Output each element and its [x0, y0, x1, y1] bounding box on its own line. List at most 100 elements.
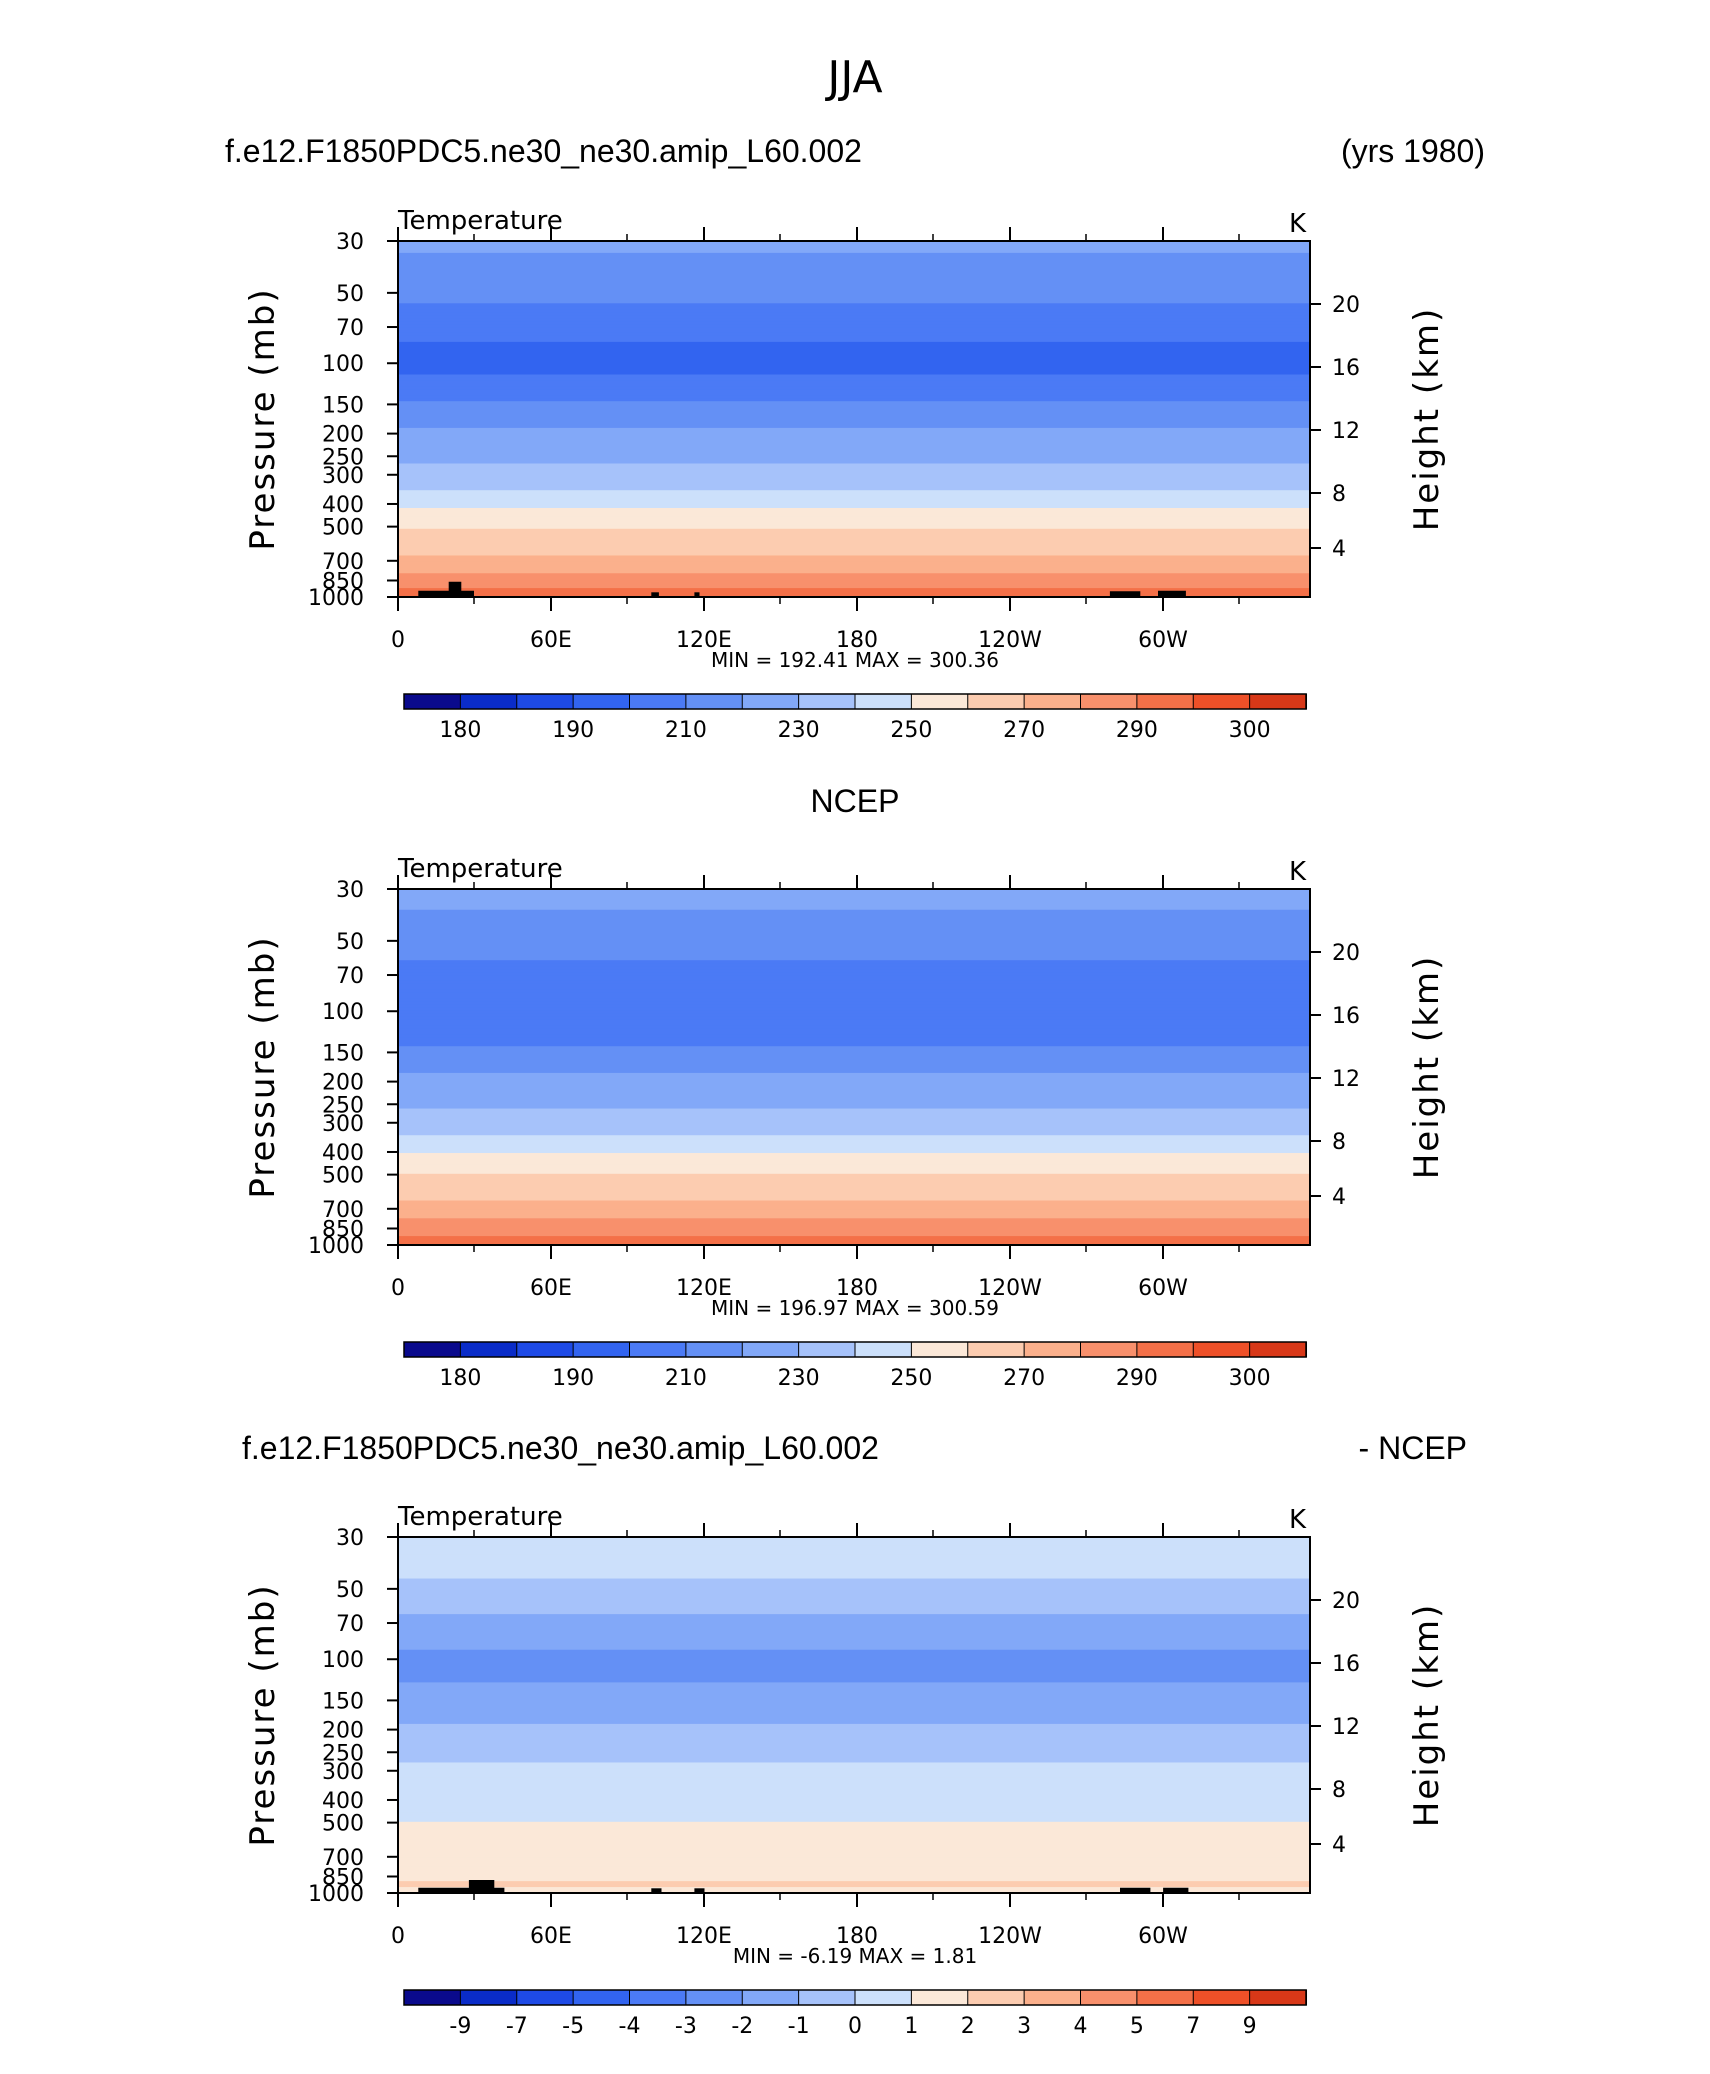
contour-band [398, 980, 1310, 985]
colorbar-swatch [798, 1989, 857, 2006]
contour-band [398, 454, 1310, 459]
y-tick-label: 70 [336, 964, 364, 989]
contour-band [398, 1031, 1310, 1035]
contour-band [398, 1804, 1310, 1808]
contour-band [398, 1679, 1310, 1683]
contour-band [398, 490, 1310, 494]
x-tick-label: 120W [978, 628, 1042, 653]
contour-band [398, 1703, 1310, 1707]
contour-band [398, 1242, 1310, 1246]
contour-band [398, 300, 1310, 304]
contour-band [398, 294, 1310, 298]
contour-band [398, 516, 1310, 521]
contour-band [398, 1732, 1310, 1737]
contour-band [398, 1230, 1310, 1234]
contour-band [398, 463, 1310, 468]
contour-band [398, 1878, 1310, 1882]
colorbar-swatch [910, 1341, 969, 1358]
contour-band [398, 1120, 1310, 1124]
y-tick-label: 400 [322, 1789, 364, 1814]
contour-band [398, 594, 1310, 598]
x-tick-label: 60E [530, 1924, 572, 1949]
contour-band [398, 309, 1310, 313]
colorbar-swatch [1192, 1341, 1251, 1358]
contour-band [398, 451, 1310, 456]
plot-frame [397, 1536, 1311, 1894]
y-tick-label: 50 [336, 930, 364, 955]
contour-band [398, 1735, 1310, 1740]
contour-band [398, 531, 1310, 536]
contour-band [398, 957, 1310, 961]
colorbar-swatch [516, 1989, 575, 2006]
y-tick-label: 700 [322, 1846, 364, 1871]
contour-band [398, 1860, 1310, 1864]
contour-band [398, 1673, 1310, 1678]
contour-band [398, 350, 1310, 355]
contour-band [398, 466, 1310, 471]
contour-band [398, 1605, 1310, 1609]
contour-band [398, 445, 1310, 450]
contour-band [398, 1640, 1310, 1645]
contour-band [398, 1881, 1310, 1885]
contour-band [398, 1040, 1310, 1044]
contour-band [398, 1890, 1310, 1894]
y-tick-label: 300 [322, 1760, 364, 1785]
x-tick-label: 180 [836, 1924, 878, 1949]
contour-band [398, 1617, 1310, 1621]
contour-band [398, 1557, 1310, 1562]
colorbar-swatch [1023, 1341, 1082, 1358]
colorbar-swatch [1192, 693, 1251, 710]
colorbar-swatch [1080, 693, 1138, 710]
y-tick-label: 850 [322, 570, 364, 595]
contour-band [398, 1765, 1310, 1769]
x-tick-label: 120E [676, 628, 732, 653]
x-tick-label: 120W [978, 1276, 1042, 1301]
contour-band [398, 1842, 1310, 1847]
figure-title: JJA [824, 52, 882, 103]
contour-band [398, 430, 1310, 435]
min-max-stats: MIN = 196.97 MAX = 300.59 [711, 1296, 999, 1320]
contour-band [398, 1747, 1310, 1752]
contour-band [398, 499, 1310, 503]
x-tick-label: 120E [676, 1276, 732, 1301]
colorbar-label: 290 [1116, 718, 1158, 743]
contour-band [398, 1839, 1310, 1844]
contour-band [398, 1824, 1310, 1829]
colorbar-swatch [741, 693, 800, 710]
x-tick-label: 0 [391, 1276, 405, 1301]
contour-band [398, 407, 1310, 411]
contour-band [398, 1563, 1310, 1568]
contour-band [398, 889, 1310, 893]
x-tick-label: 60E [530, 628, 572, 653]
contour-band [398, 1827, 1310, 1832]
contour-band [398, 1037, 1310, 1041]
contour-band [398, 552, 1310, 557]
units-label: K [1289, 857, 1307, 887]
contour-band [398, 582, 1310, 586]
y-tick-label: 250 [322, 1093, 364, 1118]
contour-band [398, 395, 1310, 399]
topography-mask [651, 1888, 662, 1893]
contour-band [398, 525, 1310, 530]
panel-difference-run-name: f.e12.F1850PDC5.ne30_ne30.amip_L60.002 [242, 1430, 879, 1466]
contour-band [398, 1786, 1310, 1790]
contour-band [398, 1548, 1310, 1553]
topography-mask [1120, 1887, 1151, 1893]
contour-band [398, 1780, 1310, 1784]
contour-band [398, 1061, 1310, 1065]
contour-band [398, 534, 1310, 539]
height-tick-label: 12 [1332, 1715, 1360, 1740]
contour-field [398, 241, 1310, 598]
contour-band [398, 1072, 1310, 1077]
contour-band [398, 279, 1310, 284]
contour-band [398, 1866, 1310, 1870]
contour-band [398, 416, 1310, 420]
contour-band [398, 332, 1310, 337]
colorbar-swatch [854, 1341, 913, 1358]
contour-band [398, 1093, 1310, 1098]
contour-band [398, 1144, 1310, 1148]
contour-band [398, 1712, 1310, 1716]
contour-band [398, 252, 1310, 257]
contour-band [398, 1025, 1310, 1030]
contour-band [398, 1164, 1310, 1169]
